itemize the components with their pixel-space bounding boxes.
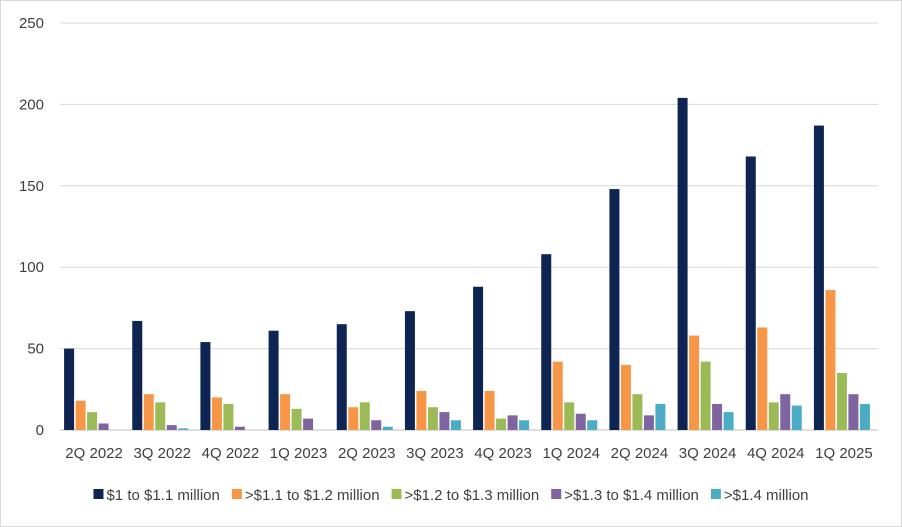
x-tick-label: 2Q 2024 xyxy=(611,445,669,462)
bar-5-3q-2024 xyxy=(723,412,734,430)
y-tick-label: 250 xyxy=(19,15,44,32)
bar-1-2q-2024 xyxy=(609,189,620,430)
bar-5-4q-2024 xyxy=(791,405,802,430)
bar-3-2q-2024 xyxy=(632,394,643,430)
bar-2-1q-2024 xyxy=(552,361,563,430)
bar-2-2q-2023 xyxy=(348,407,359,430)
bar-2-4q-2023 xyxy=(484,390,495,430)
y-tick-label: 100 xyxy=(19,259,44,276)
x-tick-label: 2Q 2022 xyxy=(65,445,123,462)
bar-2-4q-2024 xyxy=(757,327,768,430)
legend-item: >$1.1 to $1.2 million xyxy=(231,487,380,504)
y-tick-label: 50 xyxy=(27,341,44,358)
bar-4-1q-2025 xyxy=(848,394,859,430)
bar-3-4q-2023 xyxy=(496,418,507,430)
legend-swatch xyxy=(551,489,562,499)
bar-1-2q-2022 xyxy=(64,348,75,430)
bar-1-3q-2023 xyxy=(404,311,415,430)
bar-1-1q-2025 xyxy=(813,125,824,431)
bar-5-1q-2024 xyxy=(587,420,598,430)
legend-label: $1 to $1.1 million xyxy=(106,487,219,504)
x-tick-label: 4Q 2022 xyxy=(202,445,260,462)
legend-label: >$1.2 to $1.3 million xyxy=(405,487,540,504)
x-tick-label: 4Q 2023 xyxy=(474,445,532,462)
bar-1-1q-2023 xyxy=(268,330,279,430)
legend-label: >$1.4 million xyxy=(724,487,809,504)
bar-2-3q-2023 xyxy=(416,390,427,430)
bar-5-2q-2024 xyxy=(655,403,666,430)
bar-3-1q-2025 xyxy=(836,373,847,430)
x-axis-ticks: 2Q 2022 3Q 2022 4Q 2022 1Q 2023 2Q 2023 3Q 20… xyxy=(65,445,872,462)
bar-2-4q-2022 xyxy=(211,397,222,430)
bar-4-2q-2024 xyxy=(643,415,654,430)
legend-label: >$1.1 to $1.2 million xyxy=(245,487,380,504)
legend-swatch xyxy=(391,489,402,499)
bar-2-1q-2023 xyxy=(280,394,291,430)
bar-2-2q-2024 xyxy=(620,364,631,430)
y-tick-label: 0 xyxy=(36,422,44,439)
bar-1-4q-2024 xyxy=(745,156,756,430)
bar-3-2q-2023 xyxy=(359,402,370,430)
y-tick-label: 200 xyxy=(19,96,44,113)
x-tick-label: 1Q 2025 xyxy=(815,445,873,462)
bar-2-3q-2024 xyxy=(689,335,700,430)
y-tick-label: 150 xyxy=(19,178,44,195)
bar-5-4q-2023 xyxy=(519,420,530,430)
bar-2-3q-2022 xyxy=(143,394,154,430)
bar-3-1q-2024 xyxy=(564,402,575,430)
x-tick-label: 1Q 2024 xyxy=(542,445,600,462)
bar-1-3q-2022 xyxy=(132,320,143,430)
bar-4-2q-2022 xyxy=(98,423,109,430)
x-tick-label: 2Q 2023 xyxy=(338,445,396,462)
bar-3-2q-2022 xyxy=(87,412,98,430)
x-tick-label: 3Q 2023 xyxy=(406,445,464,462)
bars xyxy=(64,97,870,431)
bar-1-1q-2024 xyxy=(541,254,552,430)
legend-label: >$1.3 to $1.4 million xyxy=(564,487,699,504)
bar-5-3q-2022 xyxy=(178,428,189,430)
bar-4-1q-2024 xyxy=(575,413,586,430)
legend-swatch xyxy=(231,489,242,499)
bar-1-3q-2024 xyxy=(677,97,688,430)
bar-5-3q-2023 xyxy=(450,420,461,430)
bar-1-4q-2023 xyxy=(473,286,484,430)
bar-2-1q-2025 xyxy=(825,289,836,430)
legend: $1 to $1.1 million >$1.1 to $1.2 million >… xyxy=(93,487,809,504)
legend-item: $1 to $1.1 million xyxy=(93,487,220,504)
bar-4-3q-2022 xyxy=(166,425,177,430)
bar-2-2q-2022 xyxy=(75,400,86,430)
bar-4-3q-2024 xyxy=(712,403,723,430)
x-tick-label: 4Q 2024 xyxy=(747,445,805,462)
bar-4-1q-2023 xyxy=(303,418,314,430)
bar-4-4q-2024 xyxy=(780,394,791,430)
bar-5-1q-2025 xyxy=(859,403,870,430)
legend-swatch xyxy=(93,489,104,499)
bar-3-3q-2024 xyxy=(700,361,711,430)
y-axis-ticks: 0 50 100 150 200 250 xyxy=(19,15,44,439)
bar-1-2q-2023 xyxy=(336,324,347,430)
legend-swatch xyxy=(710,489,721,499)
bar-4-4q-2022 xyxy=(234,426,245,430)
bar-3-3q-2023 xyxy=(427,407,438,430)
bar-1-4q-2022 xyxy=(200,342,211,430)
bar-4-2q-2023 xyxy=(371,420,382,430)
legend-item: >$1.4 million xyxy=(710,487,809,504)
bar-4-3q-2023 xyxy=(439,412,450,430)
legend-item: >$1.3 to $1.4 million xyxy=(551,487,699,504)
x-tick-label: 1Q 2023 xyxy=(270,445,328,462)
bar-3-4q-2024 xyxy=(768,402,779,430)
x-tick-label: 3Q 2022 xyxy=(133,445,191,462)
bar-3-3q-2022 xyxy=(155,402,166,430)
gridlines xyxy=(60,22,878,431)
x-tick-label: 3Q 2024 xyxy=(679,445,737,462)
bar-5-2q-2023 xyxy=(382,426,393,430)
bar-3-1q-2023 xyxy=(291,408,302,430)
bar-3-4q-2022 xyxy=(223,403,234,430)
legend-item: >$1.2 to $1.3 million xyxy=(391,487,540,504)
bar-4-4q-2023 xyxy=(507,415,518,430)
